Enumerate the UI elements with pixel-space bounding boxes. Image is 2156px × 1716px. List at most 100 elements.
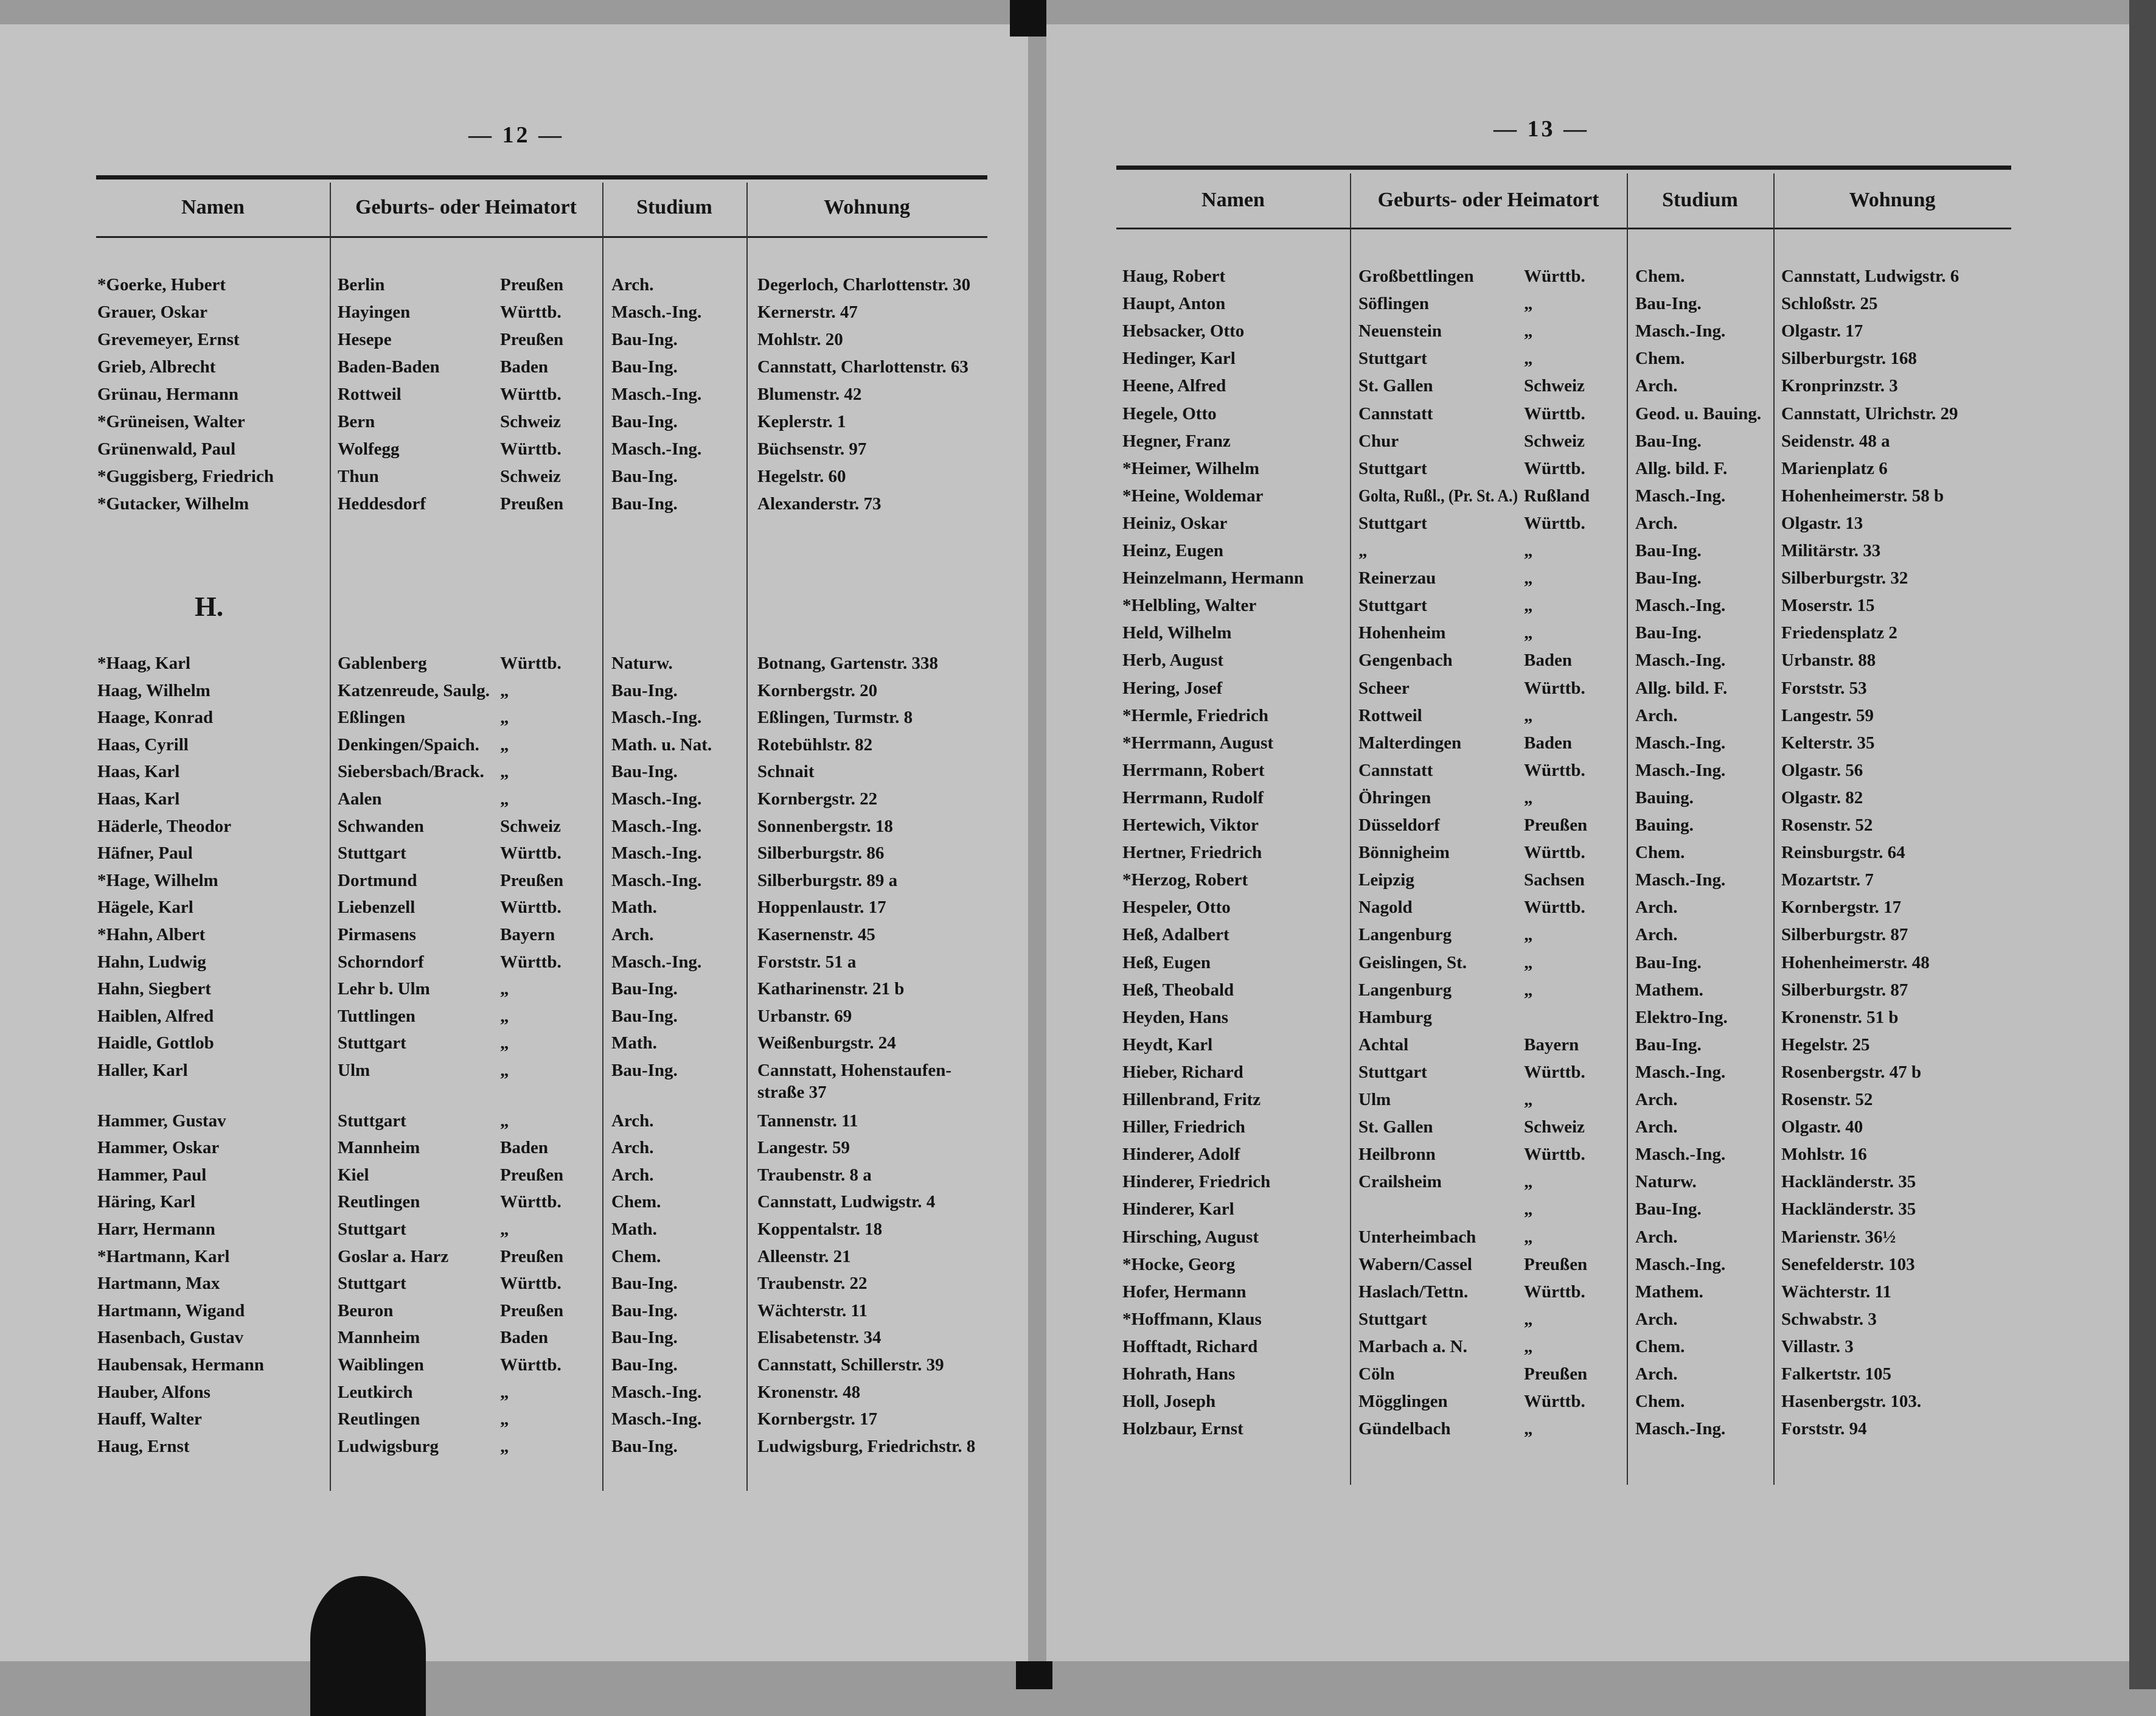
birthplace-cell: Hohenheim — [1358, 623, 1446, 643]
table-top-rule — [1116, 166, 2011, 170]
birthplace-cell: Pirmasens — [338, 925, 416, 944]
birthplace-cell: Lehr b. Ulm — [338, 979, 430, 999]
study-cell: Masch.-Ing. — [1635, 1145, 1726, 1165]
address-cell: Cannstatt, Schillerstr. 39 — [757, 1355, 944, 1375]
name-cell: Hebsacker, Otto — [1122, 321, 1245, 341]
state-cell: Württb. — [1524, 1282, 1585, 1302]
page-number-left: — 12 — — [468, 122, 564, 148]
name-cell: Hahn, Ludwig — [97, 952, 206, 972]
state-cell: „ — [1524, 294, 1533, 314]
state-cell: Württb. — [1524, 513, 1585, 533]
address-cell: Cannstatt, Charlottenstr. 63 — [757, 357, 968, 377]
birthplace-cell: Aalen — [338, 789, 382, 809]
study-cell: Masch.-Ing. — [1635, 870, 1726, 890]
state-cell: „ — [500, 1219, 509, 1239]
name-cell: Haas, Cyrill — [97, 734, 189, 755]
name-cell: Heene, Alfred — [1122, 376, 1226, 396]
name-cell: Haubensak, Hermann — [97, 1355, 264, 1375]
birthplace-cell: Thun — [338, 467, 379, 486]
study-cell: Bau-Ing. — [1635, 1034, 1702, 1055]
state-cell: „ — [1524, 1336, 1533, 1356]
address-cell: Olgastr. 82 — [1781, 787, 1863, 807]
state-cell: „ — [1524, 1419, 1533, 1439]
address-cell: Traubenstr. 8 a — [757, 1165, 872, 1185]
name-cell: Grieb, Albrecht — [97, 357, 216, 377]
address-cell: Weißenburgstr. 24 — [757, 1033, 896, 1053]
page-edge — [2129, 0, 2156, 1689]
birthplace-cell: Mannheim — [338, 1138, 420, 1158]
state-cell: „ — [1524, 596, 1533, 616]
birthplace-cell: Leipzig — [1358, 870, 1414, 890]
book-spine-top — [1010, 0, 1046, 37]
state-cell: Württb. — [1524, 678, 1585, 698]
name-cell: *Guggisberg, Friedrich — [97, 467, 274, 486]
birthplace-cell: Geislingen, St. — [1358, 952, 1467, 972]
study-cell: Mathem. — [1635, 980, 1703, 1000]
study-cell: Bauing. — [1635, 815, 1694, 835]
study-cell: Masch.-Ing. — [1635, 760, 1726, 780]
name-cell: Hespeler, Otto — [1122, 898, 1231, 918]
name-cell: Haas, Karl — [97, 762, 180, 782]
address-cell: Kornbergstr. 22 — [757, 789, 878, 809]
address-cell: Schloßstr. 25 — [1781, 294, 1878, 314]
state-cell: Preußen — [500, 1165, 564, 1185]
address-cell: Marienstr. 36½ — [1781, 1227, 1896, 1247]
state-cell: Württb. — [500, 843, 562, 863]
address-cell: Büchsenstr. 97 — [757, 439, 867, 459]
state-cell: Württb. — [500, 385, 562, 404]
state-cell: Preußen — [500, 494, 564, 514]
study-cell: Masch.-Ing. — [1635, 733, 1726, 753]
birthplace-cell: Stuttgart — [1358, 596, 1427, 616]
name-cell: Haupt, Anton — [1122, 294, 1226, 314]
birthplace-cell: Beuron — [338, 1300, 394, 1320]
state-cell: Württb. — [1524, 1062, 1585, 1082]
table-top-rule — [96, 175, 987, 180]
address-cell: Botnang, Gartenstr. 338 — [757, 654, 938, 673]
state-cell: Schweiz — [500, 816, 561, 836]
address-cell: Olgastr. 17 — [1781, 321, 1863, 341]
address-cell: Villastr. 3 — [1781, 1336, 1854, 1356]
study-cell: Math. — [611, 898, 657, 918]
state-cell: „ — [1524, 1172, 1533, 1192]
name-cell: Haas, Karl — [97, 789, 180, 809]
address-cell: Silberburgstr. 89 a — [757, 870, 898, 890]
state-cell: „ — [500, 1111, 509, 1131]
name-cell: *Hocke, Georg — [1122, 1254, 1236, 1274]
header-origin: Geburts- oder Heimatort — [1377, 189, 1599, 211]
birthplace-cell: Siebersbach/Brack. — [338, 762, 484, 782]
address-cell: Seidenstr. 48 a — [1781, 431, 1890, 451]
state-cell: „ — [1524, 541, 1533, 560]
name-cell: Hartmann, Max — [97, 1274, 220, 1294]
state-cell: „ — [1524, 321, 1533, 341]
state-cell: Sachsen — [1524, 870, 1585, 890]
study-cell: Masch.-Ing. — [1635, 1419, 1726, 1439]
address-cell: Silberburgstr. 32 — [1781, 568, 1908, 588]
birthplace-cell: Rottweil — [1358, 705, 1422, 725]
study-cell: Masch.-Ing. — [611, 385, 702, 404]
study-cell: Masch.-Ing. — [611, 870, 702, 890]
birthplace-cell: Reinerzau — [1358, 568, 1436, 588]
study-cell: Masch.-Ing. — [611, 708, 702, 728]
name-cell: Heß, Theobald — [1122, 980, 1234, 1000]
study-cell: Bau-Ing. — [1635, 568, 1702, 588]
name-cell: Hägele, Karl — [97, 898, 193, 918]
name-cell: Grauer, Oskar — [97, 302, 207, 322]
state-cell: Baden — [500, 357, 548, 377]
birthplace-cell: Bern — [338, 412, 375, 431]
study-cell: Bau-Ing. — [611, 1061, 678, 1080]
address-cell: Kelterstr. 35 — [1781, 733, 1875, 753]
state-cell: Preußen — [500, 275, 564, 295]
study-cell: Arch. — [1635, 1309, 1678, 1329]
address-cell: Kornbergstr. 17 — [757, 1409, 878, 1429]
name-cell: Grünau, Hermann — [97, 385, 239, 404]
birthplace-cell: Söflingen — [1358, 294, 1430, 314]
birthplace-cell: Hamburg — [1358, 1007, 1432, 1027]
birthplace-cell: Stuttgart — [338, 1219, 406, 1239]
study-cell: Arch. — [1635, 1227, 1678, 1247]
header-name: Namen — [181, 196, 245, 218]
header-origin: Geburts- oder Heimatort — [355, 196, 577, 218]
address-cell: Hegelstr. 25 — [1781, 1034, 1870, 1055]
column-divider — [602, 183, 603, 1491]
study-cell: Bau-Ing. — [611, 979, 678, 999]
study-cell: Bau-Ing. — [1635, 541, 1702, 560]
